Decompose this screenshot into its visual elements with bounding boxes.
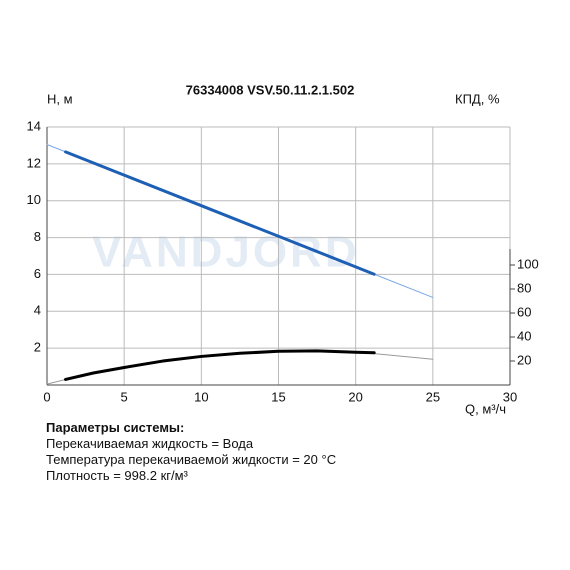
y2-tick-label: 60 xyxy=(517,304,531,319)
y-tick-label: 10 xyxy=(27,192,41,207)
system-parameters: Параметры системы: Перекачиваемая жидкос… xyxy=(46,420,336,484)
y-tick-label: 12 xyxy=(27,155,41,170)
series-line xyxy=(46,350,434,385)
series-line xyxy=(64,349,376,381)
x-tick-label: 10 xyxy=(194,389,208,404)
y2-tick-label: 20 xyxy=(517,352,531,367)
y-tick-label: 8 xyxy=(34,229,41,244)
y-tick-label: 6 xyxy=(34,266,41,281)
param-line: Перекачиваемая жидкость = Вода xyxy=(46,436,254,451)
y2-tick-label: 40 xyxy=(517,328,531,343)
y-tick-label: 2 xyxy=(34,340,41,355)
y-axis-label: H, м xyxy=(47,91,73,106)
y-tick-label: 4 xyxy=(34,303,41,318)
y2-tick-label: 100 xyxy=(517,256,539,271)
param-line: Температура перекачиваемой жидкости = 20… xyxy=(46,452,337,467)
y-tick-label: 14 xyxy=(27,118,41,133)
x-tick-label: 25 xyxy=(426,389,440,404)
watermark: VANDJORD xyxy=(92,228,360,277)
series-line xyxy=(64,150,376,276)
x-tick-label: 30 xyxy=(503,389,517,404)
x-tick-label: 20 xyxy=(348,389,362,404)
y2-axis-label: КПД, % xyxy=(455,91,500,106)
y2-tick-label: 80 xyxy=(517,280,531,295)
x-axis-label: Q, м³/ч xyxy=(465,401,506,416)
chart-title: 76334008 VSV.50.11.2.1.502 xyxy=(186,82,355,97)
param-line: Плотность = 998.2 кг/м³ xyxy=(46,468,188,483)
params-heading: Параметры системы: xyxy=(46,420,185,435)
x-tick-label: 0 xyxy=(43,389,50,404)
x-tick-label: 5 xyxy=(121,389,128,404)
x-tick-label: 15 xyxy=(271,389,285,404)
